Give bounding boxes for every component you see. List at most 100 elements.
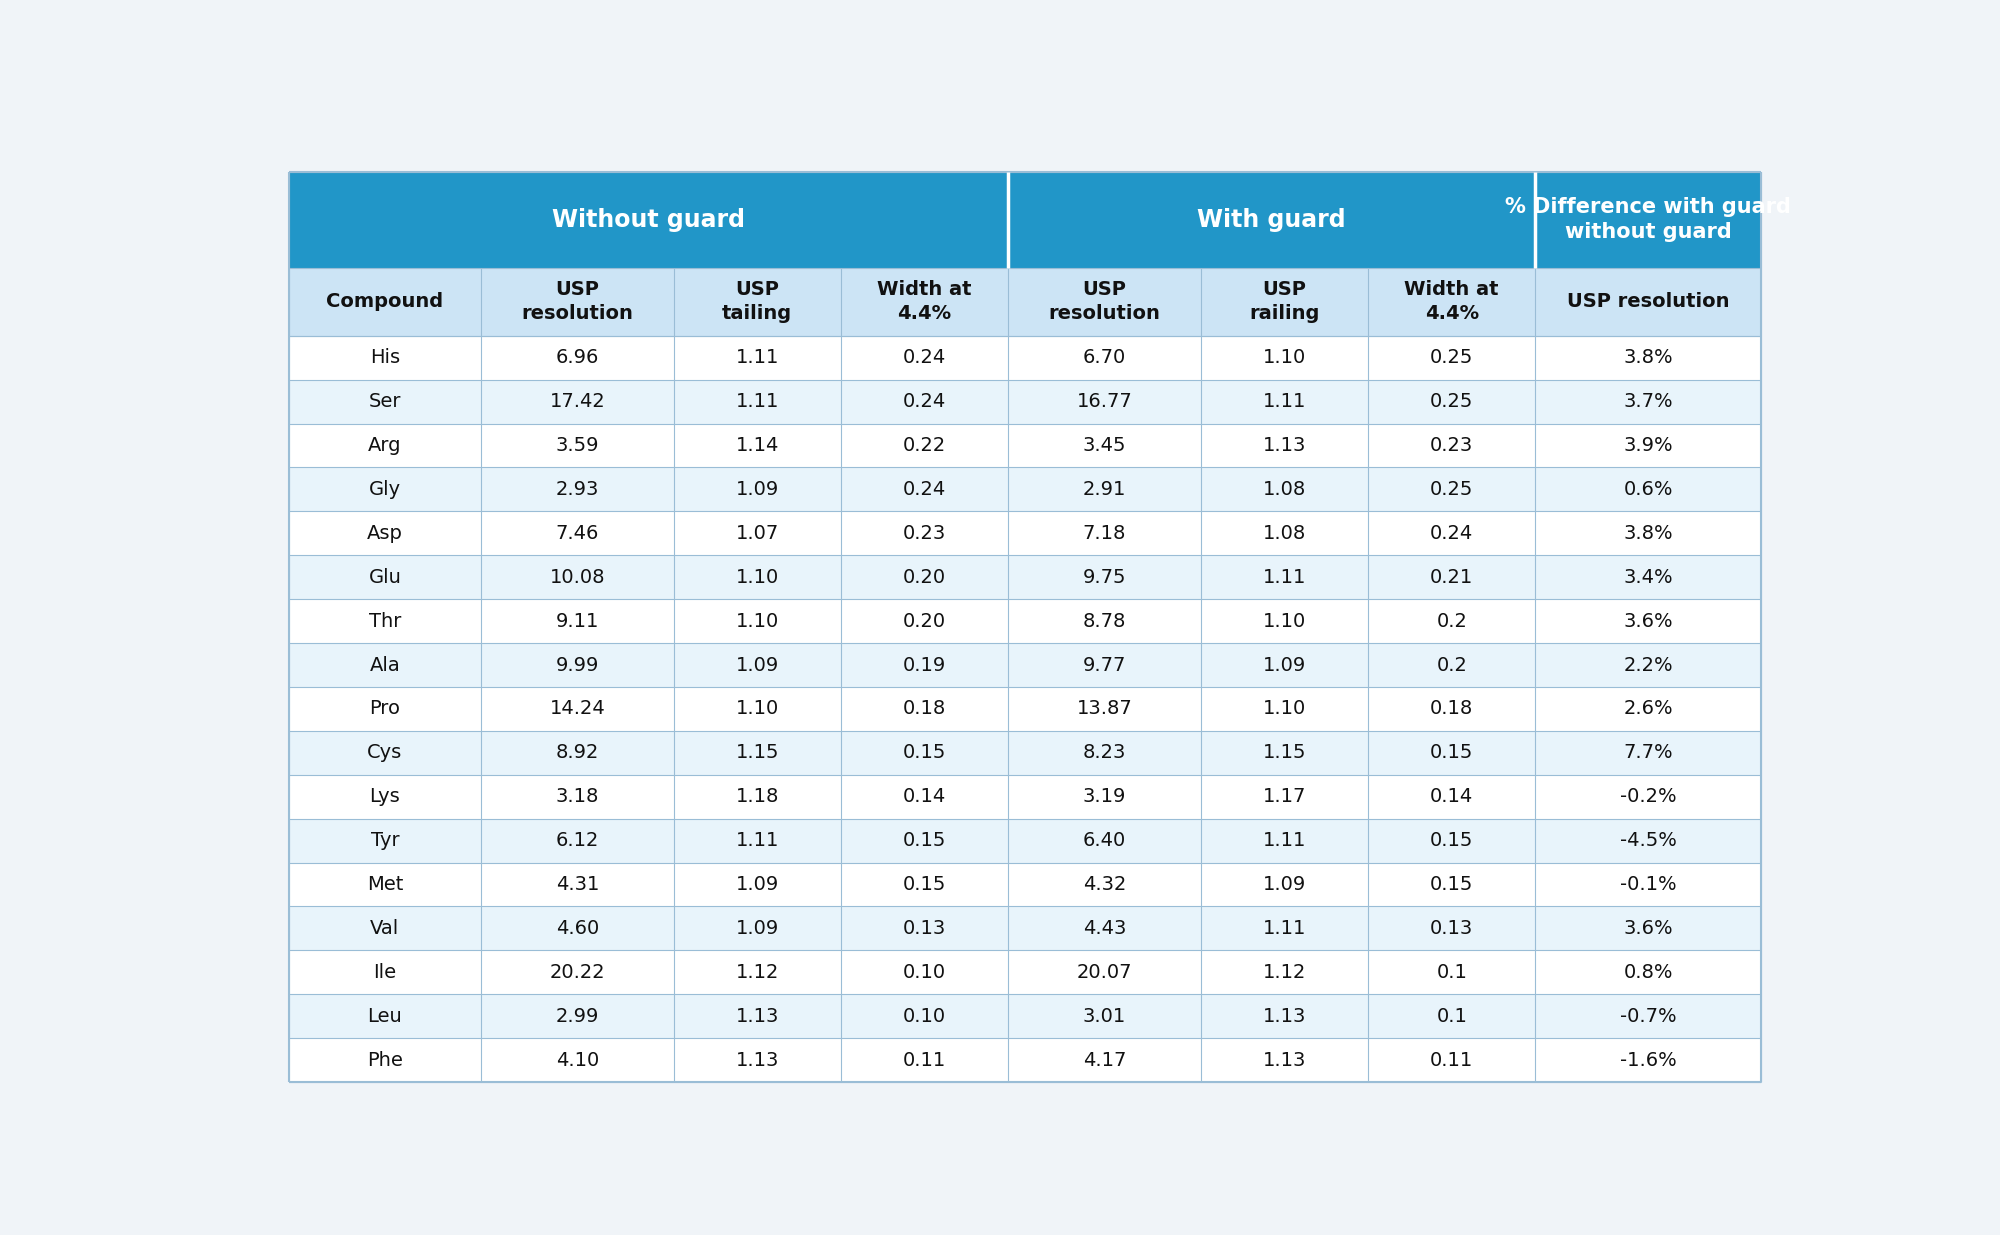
Text: 14.24: 14.24 — [550, 699, 606, 719]
Bar — [840, 774, 1008, 819]
Text: 6.96: 6.96 — [556, 348, 600, 367]
Text: 1.13: 1.13 — [736, 1007, 778, 1026]
Bar — [482, 424, 674, 468]
Bar — [1200, 468, 1368, 511]
Bar — [1536, 556, 1762, 599]
Text: Arg: Arg — [368, 436, 402, 454]
Text: 0.1: 0.1 — [1436, 1007, 1468, 1026]
Bar — [840, 1039, 1008, 1082]
Bar — [1368, 687, 1536, 731]
Text: 1.13: 1.13 — [1262, 436, 1306, 454]
Bar — [1368, 994, 1536, 1039]
Bar — [288, 774, 482, 819]
Text: 1.09: 1.09 — [736, 656, 778, 674]
Bar — [288, 379, 482, 424]
Bar — [674, 556, 840, 599]
Text: 1.12: 1.12 — [1262, 963, 1306, 982]
Bar — [1368, 556, 1536, 599]
Bar — [1536, 511, 1762, 556]
Bar — [288, 862, 482, 906]
Text: 1.10: 1.10 — [1262, 699, 1306, 719]
Bar — [840, 951, 1008, 994]
Text: 1.07: 1.07 — [736, 524, 778, 543]
Text: 0.11: 0.11 — [902, 1051, 946, 1070]
Text: 2.6%: 2.6% — [1624, 699, 1674, 719]
Text: 1.11: 1.11 — [1262, 831, 1306, 850]
Text: Ser: Ser — [368, 393, 402, 411]
Bar — [840, 268, 1008, 336]
Text: 1.11: 1.11 — [1262, 393, 1306, 411]
Text: 3.19: 3.19 — [1082, 787, 1126, 806]
Text: USP
railing: USP railing — [1250, 280, 1320, 322]
Bar — [674, 336, 840, 379]
Bar — [1008, 906, 1200, 951]
Text: Asp: Asp — [368, 524, 402, 543]
Text: Lys: Lys — [370, 787, 400, 806]
Bar — [674, 819, 840, 862]
Text: 1.17: 1.17 — [1262, 787, 1306, 806]
Text: -4.5%: -4.5% — [1620, 831, 1676, 850]
Bar — [1536, 1039, 1762, 1082]
Bar — [1200, 819, 1368, 862]
Bar — [1536, 468, 1762, 511]
Bar — [1200, 951, 1368, 994]
Bar — [482, 862, 674, 906]
Bar — [1536, 336, 1762, 379]
Text: -0.2%: -0.2% — [1620, 787, 1676, 806]
Bar — [288, 599, 482, 643]
Bar — [674, 379, 840, 424]
Bar — [288, 1039, 482, 1082]
Text: 7.46: 7.46 — [556, 524, 600, 543]
Text: 1.10: 1.10 — [736, 568, 778, 587]
Text: 0.19: 0.19 — [902, 656, 946, 674]
Bar — [1008, 819, 1200, 862]
Text: -0.1%: -0.1% — [1620, 874, 1676, 894]
Text: 2.99: 2.99 — [556, 1007, 600, 1026]
Text: 1.13: 1.13 — [736, 1051, 778, 1070]
Text: 0.14: 0.14 — [902, 787, 946, 806]
Bar — [1200, 556, 1368, 599]
Bar — [288, 643, 482, 687]
Text: % Difference with guard
without guard: % Difference with guard without guard — [1506, 198, 1792, 242]
Bar — [1368, 1039, 1536, 1082]
Text: 0.6%: 0.6% — [1624, 480, 1674, 499]
Bar — [1536, 906, 1762, 951]
Bar — [1368, 468, 1536, 511]
Text: 0.8%: 0.8% — [1624, 963, 1674, 982]
Text: 0.10: 0.10 — [904, 1007, 946, 1026]
Text: 0.25: 0.25 — [1430, 480, 1474, 499]
Bar — [288, 819, 482, 862]
Bar — [1536, 774, 1762, 819]
Bar — [482, 511, 674, 556]
Text: 0.18: 0.18 — [1430, 699, 1474, 719]
Bar — [1200, 687, 1368, 731]
Text: 0.1: 0.1 — [1436, 963, 1468, 982]
Bar — [674, 906, 840, 951]
Bar — [1200, 599, 1368, 643]
Bar — [674, 687, 840, 731]
Text: 0.25: 0.25 — [1430, 393, 1474, 411]
Text: 1.09: 1.09 — [736, 874, 778, 894]
Text: Compound: Compound — [326, 293, 444, 311]
Text: 3.8%: 3.8% — [1624, 348, 1674, 367]
Text: 6.70: 6.70 — [1082, 348, 1126, 367]
Text: 4.17: 4.17 — [1082, 1051, 1126, 1070]
Text: 17.42: 17.42 — [550, 393, 606, 411]
Text: 0.23: 0.23 — [1430, 436, 1474, 454]
Text: 9.11: 9.11 — [556, 611, 600, 631]
Bar — [1536, 643, 1762, 687]
Bar — [288, 268, 482, 336]
Text: 6.40: 6.40 — [1082, 831, 1126, 850]
Text: 4.32: 4.32 — [1082, 874, 1126, 894]
Text: Tyr: Tyr — [370, 831, 400, 850]
Text: Phe: Phe — [368, 1051, 402, 1070]
Bar — [1008, 172, 1536, 268]
Text: 1.15: 1.15 — [1262, 743, 1306, 762]
Bar — [840, 819, 1008, 862]
Bar — [1008, 687, 1200, 731]
Text: 3.6%: 3.6% — [1624, 919, 1674, 937]
Bar — [1008, 951, 1200, 994]
Text: 3.01: 3.01 — [1082, 1007, 1126, 1026]
Bar — [288, 951, 482, 994]
Text: Without guard: Without guard — [552, 207, 746, 232]
